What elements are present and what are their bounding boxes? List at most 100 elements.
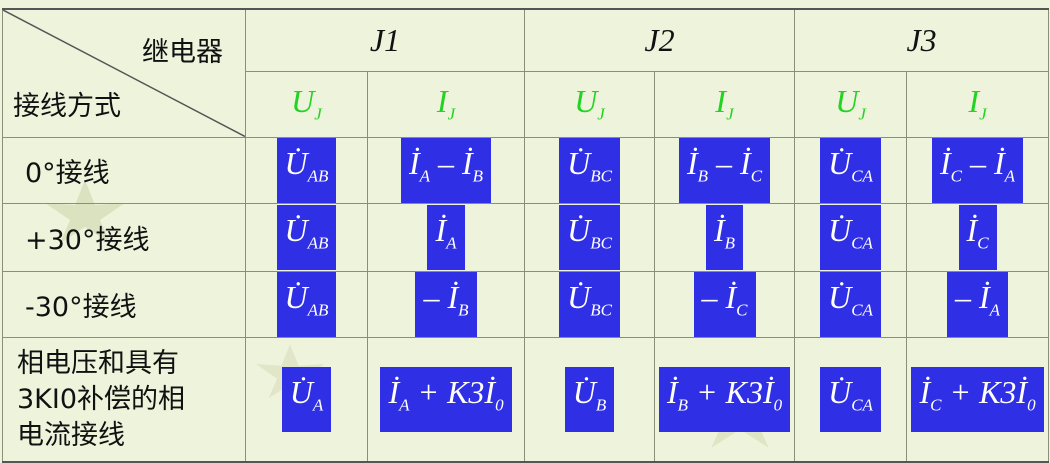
- formula-text: U̇: [828, 144, 852, 181]
- formula-text: U̇: [828, 373, 852, 410]
- table-cell: İA: [366, 202, 526, 272]
- sub-header-uj-3: UJ: [794, 70, 908, 138]
- formula-subscript: 0: [495, 395, 504, 415]
- formula-text: İ: [388, 373, 400, 410]
- row-label: 0°接线: [2, 136, 246, 204]
- sub-header-ij-3: IJ: [906, 70, 1050, 138]
- table-cell: İB + K3İ0: [654, 337, 796, 463]
- table-cell: U̇AB: [245, 270, 368, 339]
- relay-corner-label: 继电器: [142, 37, 223, 68]
- formula-subscript: BC: [590, 165, 612, 185]
- formula-text: İ: [408, 144, 420, 181]
- formula-cell: U̇BC: [559, 137, 620, 203]
- formula-text: + K3İ: [941, 373, 1028, 410]
- formula-subscript: A: [1004, 165, 1016, 185]
- table-cell: İC + K3İ0: [906, 337, 1050, 463]
- table-cell: U̇CA: [794, 202, 908, 272]
- formula-cell: U̇BC: [559, 204, 620, 271]
- formula-text: U̇: [567, 211, 591, 248]
- table-cell: U̇BC: [524, 136, 656, 204]
- formula-text: – İ: [955, 278, 990, 315]
- table-cell: U̇CA: [794, 270, 908, 339]
- table-cell: – İC: [654, 270, 796, 339]
- formula-cell: İB: [706, 204, 744, 271]
- formula-text: İ: [940, 144, 951, 181]
- formula-subscript: CA: [851, 395, 873, 415]
- row-label-line: 3KI0补偿的相: [17, 383, 186, 415]
- table-cell: U̇AB: [245, 202, 368, 272]
- table-cell: İB: [654, 202, 796, 272]
- formula-text: – İ: [701, 278, 737, 315]
- formula-cell: – İC: [693, 271, 756, 338]
- formula-cell: – İB: [415, 271, 477, 338]
- formula-subscript: CA: [851, 233, 873, 253]
- formula-subscript: BC: [590, 300, 612, 320]
- formula-cell: U̇A: [281, 366, 332, 433]
- table-cell: U̇B: [524, 337, 656, 463]
- relay-header-j3: J3: [794, 8, 1050, 72]
- table-cell: İB – İC: [654, 136, 796, 204]
- formula-subscript: A: [446, 233, 457, 253]
- formula-text: U̇: [828, 211, 852, 248]
- formula-text: U̇: [284, 144, 308, 181]
- formula-text: İ: [435, 211, 447, 248]
- formula-cell: İA + K3İ0: [380, 366, 512, 433]
- row-label: +30°接线: [2, 202, 246, 272]
- formula-text: – İ: [430, 144, 473, 181]
- row-label: -30°接线: [2, 270, 246, 339]
- formula-subscript: B: [697, 165, 709, 185]
- formula-subscript: CA: [851, 300, 873, 320]
- row-plus-30-degree: +30°接线 U̇AB İA U̇BC İB U̇CA İC: [2, 202, 1050, 272]
- formula-subscript: AB: [307, 165, 329, 185]
- formula-cell: İB – İC: [679, 137, 771, 203]
- formula-subscript: A: [312, 395, 324, 415]
- formula-subscript: C: [977, 233, 989, 253]
- formula-subscript: AB: [307, 233, 329, 253]
- formula-cell: İC + K3İ0: [911, 366, 1044, 433]
- formula-text: U̇: [572, 373, 596, 410]
- quantity-header-row: UJ IJ UJ IJ UJ IJ: [3, 70, 1050, 138]
- row-label-line: 相电压和具有: [17, 347, 179, 379]
- table-cell: İA + K3İ0: [366, 337, 526, 463]
- formula-subscript: BC: [590, 233, 612, 253]
- formula-text: + K3İ: [409, 373, 496, 410]
- sub-header-uj-2: UJ: [524, 70, 656, 138]
- formula-cell: İC – İA: [932, 137, 1024, 203]
- formula-text: U̇: [289, 373, 313, 410]
- formula-subscript: B: [595, 395, 607, 415]
- table-cell: U̇AB: [245, 136, 368, 204]
- corner-header-cell: 继电器 接线方式: [2, 8, 246, 138]
- relay-header-j1: J1: [244, 8, 526, 72]
- formula-text: U̇: [567, 144, 591, 181]
- row-minus-30-degree: -30°接线 U̇AB – İB U̇BC – İC U̇CA – İA: [2, 270, 1050, 339]
- formula-cell: İA: [427, 204, 465, 271]
- row-0-degree: 0°接线 U̇AB İA – İB U̇BC İB – İC U̇CA İC –…: [2, 136, 1050, 204]
- formula-cell: İB + K3İ0: [658, 366, 791, 433]
- sub-header-ij-2: IJ: [654, 70, 796, 138]
- formula-text: İ: [666, 373, 678, 410]
- formula-cell: U̇CA: [820, 271, 881, 338]
- formula-text: İ: [966, 211, 978, 248]
- formula-cell: U̇AB: [276, 271, 337, 338]
- formula-cell: İC: [958, 204, 997, 271]
- formula-text: U̇: [284, 211, 308, 248]
- formula-subscript: B: [677, 395, 688, 415]
- row-label-line: 电流接线: [17, 419, 125, 451]
- table-cell: İC – İA: [906, 136, 1050, 204]
- sub-header-ij-1: IJ: [366, 70, 526, 138]
- table-cell: İA – İB: [366, 136, 526, 204]
- connection-table: 继电器 接线方式 J1 J2 J3 UJ IJ UJ IJ UJ IJ 0°接线…: [2, 8, 1050, 463]
- formula-text: + K3İ: [688, 373, 774, 410]
- formula-cell: U̇CA: [820, 204, 881, 271]
- formula-subscript: AB: [307, 300, 329, 320]
- table-cell: U̇CA: [794, 136, 908, 204]
- formula-subscript: B: [472, 165, 484, 185]
- formula-subscript: A: [989, 300, 1001, 320]
- formula-text: U̇: [567, 278, 591, 315]
- relay-header-j2: J2: [524, 8, 796, 72]
- formula-text: – İ: [423, 278, 459, 315]
- table-cell: U̇BC: [524, 202, 656, 272]
- formula-text: İ: [714, 211, 725, 248]
- formula-text: – İ: [962, 144, 1005, 181]
- row-label-multiline: 相电压和具有 3KI0补偿的相 电流接线: [2, 337, 246, 463]
